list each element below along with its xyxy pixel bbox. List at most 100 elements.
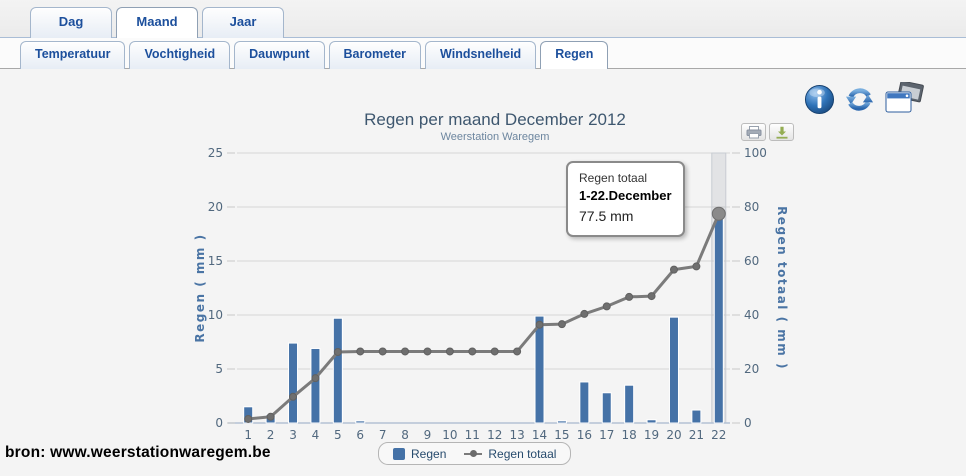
bar-day-19[interactable] [646, 419, 657, 424]
line-point-day-4[interactable] [311, 374, 320, 383]
left-axis-title: Regen ( mm ) [193, 233, 207, 342]
chart-subtitle: Weerstation Waregem [440, 131, 550, 143]
secondary-tabset: Temperatuur Vochtigheid Dauwpunt Baromet… [20, 41, 609, 69]
line-point-day-14[interactable] [535, 320, 544, 329]
x-axis-label: 4 [312, 428, 320, 442]
bar-day-1[interactable] [243, 406, 254, 424]
x-axis-label: 8 [401, 428, 409, 442]
bar-day-21[interactable] [691, 409, 702, 424]
line-point-day-3[interactable] [289, 392, 298, 401]
tab-barometer[interactable]: Barometer [328, 41, 422, 69]
info-icon[interactable] [804, 84, 835, 120]
line-point-day-12[interactable] [490, 347, 499, 356]
bar-day-3[interactable] [288, 342, 299, 424]
bar-day-20[interactable] [668, 316, 679, 424]
download-button[interactable] [769, 123, 794, 141]
bar-day-6[interactable] [355, 420, 366, 424]
export-buttons [741, 123, 794, 141]
legend-label: Regen [411, 446, 447, 461]
x-axis-label: 9 [424, 428, 432, 442]
x-axis-label: 2 [267, 428, 275, 442]
tab-maand[interactable]: Maand [116, 7, 198, 38]
right-axis-title: Regen totaal ( mm ) [775, 206, 789, 370]
line-point-day-5[interactable] [333, 347, 342, 356]
line-point-day-13[interactable] [513, 347, 522, 356]
toolbar [804, 80, 924, 121]
bar-day-15[interactable] [556, 420, 567, 424]
regen-totaal-line [246, 212, 721, 421]
line-point-day-1[interactable] [244, 414, 253, 423]
tooltip-period: 1-22.December [579, 188, 672, 204]
tab-windsnelheid[interactable]: Windsnelheid [425, 41, 537, 69]
bar-day-5[interactable] [332, 317, 343, 424]
line-point-day-21[interactable] [692, 262, 701, 271]
line-point-day-19[interactable] [647, 292, 656, 301]
tab-vochtigheid[interactable]: Vochtigheid [129, 41, 231, 69]
x-axis-label: 5 [334, 428, 342, 442]
bar-day-17[interactable] [601, 392, 612, 424]
chart-title: Regen per maand December 2012 [364, 110, 626, 129]
x-axis-label: 13 [509, 428, 524, 442]
line-point-day-7[interactable] [378, 347, 387, 356]
x-axis-label: 6 [356, 428, 364, 442]
right-axis-label: 40 [744, 308, 759, 322]
print-icon [746, 125, 761, 138]
line-point-day-17[interactable] [602, 302, 611, 311]
chart-panel [0, 69, 966, 476]
left-axis-label: 10 [208, 308, 223, 322]
bar-day-14[interactable] [534, 315, 545, 424]
x-axis-label: 18 [622, 428, 637, 442]
tab-dag[interactable]: Dag [30, 7, 112, 38]
x-axis-label: 17 [599, 428, 614, 442]
x-axis-label: 3 [289, 428, 297, 442]
line-point-day-22[interactable] [711, 206, 726, 221]
x-axis-label: 7 [379, 428, 387, 442]
legend-item-regen[interactable]: Regen [393, 447, 446, 461]
bar-day-22[interactable] [713, 211, 724, 424]
line-point-day-18[interactable] [625, 292, 634, 301]
right-axis-label: 100 [744, 146, 767, 160]
tooltip-series: Regen totaal [579, 171, 648, 185]
bar-day-18[interactable] [624, 384, 635, 424]
line-point-day-8[interactable] [401, 347, 410, 356]
line-point-day-10[interactable] [445, 347, 454, 356]
line-point-day-16[interactable] [580, 309, 589, 318]
primary-tab-bar: Dag Maand Jaar [0, 0, 966, 38]
line-point-day-9[interactable] [423, 347, 432, 356]
x-axis-label: 11 [465, 428, 480, 442]
bar-day-4[interactable] [310, 347, 321, 424]
line-point-day-6[interactable] [356, 347, 365, 356]
line-point-day-20[interactable] [669, 265, 678, 274]
line-point-day-11[interactable] [468, 347, 477, 356]
left-axis-label: 5 [215, 362, 223, 376]
right-axis-label: 80 [744, 200, 759, 214]
bar-day-16[interactable] [579, 381, 590, 424]
tab-dauwpunt[interactable]: Dauwpunt [234, 41, 325, 69]
refresh-icon[interactable] [844, 84, 875, 120]
windows-icon[interactable] [884, 80, 924, 121]
x-axis-label: 14 [532, 428, 547, 442]
line-swatch-icon [464, 448, 483, 460]
left-axis-label: 15 [208, 254, 223, 268]
primary-tabset: Dag Maand Jaar [30, 7, 284, 38]
secondary-tab-bar: Temperatuur Vochtigheid Dauwpunt Baromet… [0, 38, 966, 69]
chart-legend: Regen Regen totaal [378, 442, 572, 465]
x-axis-label: 1 [244, 428, 252, 442]
line-point-day-2[interactable] [266, 412, 275, 421]
x-axis-label: 22 [711, 428, 726, 442]
tab-temperatuur[interactable]: Temperatuur [20, 41, 126, 69]
bar-swatch-icon [393, 447, 405, 460]
left-axis-label: 20 [208, 200, 223, 214]
tooltip-value: 77.5 mm [579, 208, 634, 225]
left-axis-label: 0 [215, 416, 223, 430]
right-axis-label: 0 [744, 416, 752, 430]
tab-jaar[interactable]: Jaar [202, 7, 284, 38]
legend-item-regen-totaal[interactable]: Regen totaal [464, 447, 556, 461]
x-axis-label: 19 [644, 428, 659, 442]
line-point-day-15[interactable] [557, 320, 566, 329]
tab-regen[interactable]: Regen [540, 41, 609, 69]
x-axis-label: 15 [554, 428, 569, 442]
print-button[interactable] [741, 123, 766, 141]
